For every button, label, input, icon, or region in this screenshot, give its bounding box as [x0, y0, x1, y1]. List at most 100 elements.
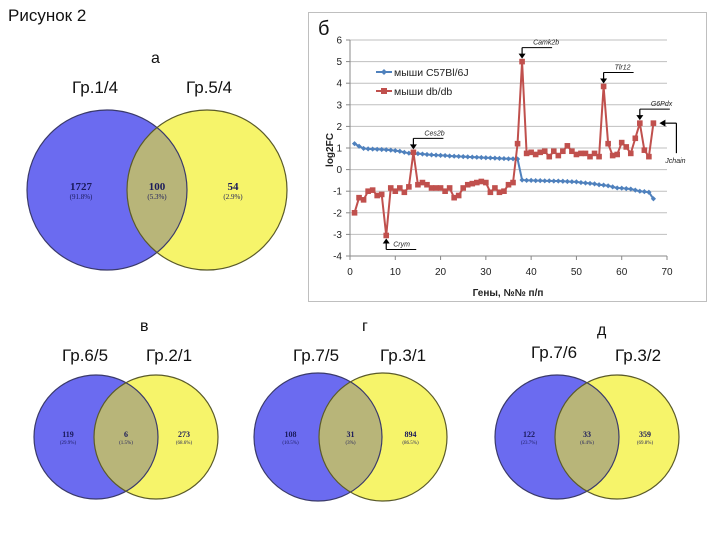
y-tick-label: 3	[336, 100, 342, 111]
venn-outline-left	[26, 109, 188, 271]
data-point-c57bl6j	[628, 186, 634, 192]
legend-marker-diamond	[381, 69, 387, 75]
venn-percent-left-only: (29.9%)	[60, 441, 77, 446]
data-point-dbdb	[591, 150, 598, 157]
venn-diagram-g: 108 (10.5%) 31 (3%) 894 (86.5%)	[253, 372, 448, 502]
y-axis-label: log2FC	[325, 133, 336, 167]
venn-outline-right	[318, 372, 448, 502]
group-label-a-right: Гр.5/4	[186, 78, 233, 97]
data-point-c57bl6j	[646, 189, 652, 195]
data-point-dbdb	[351, 210, 358, 216]
data-point-dbdb	[600, 83, 607, 90]
data-point-dbdb	[365, 188, 371, 194]
data-point-c57bl6j	[351, 141, 358, 147]
data-point-c57bl6j	[573, 179, 580, 185]
data-point-dbdb	[387, 185, 394, 191]
venn-percent-overlap: (1.5%)	[119, 441, 133, 446]
data-point-c57bl6j	[637, 188, 643, 194]
x-tick-label: 0	[347, 267, 353, 278]
legend: мыши C57Bl/6J мыши db/db	[376, 67, 469, 98]
x-tick-label: 60	[616, 267, 628, 278]
data-point-dbdb	[460, 185, 467, 191]
data-point-dbdb	[415, 181, 421, 188]
annotation-tlr12-label: Tlr12	[615, 64, 631, 71]
annotation-camk2b-label: Camk2b	[533, 40, 559, 47]
annotation-crym-arrowhead	[382, 238, 390, 244]
venn-count-left-only: 122	[523, 430, 535, 439]
data-point-c57bl6j	[619, 185, 625, 191]
data-point-dbdb	[614, 151, 620, 158]
data-point-dbdb	[492, 185, 498, 191]
data-point-dbdb	[582, 150, 589, 157]
data-point-dbdb	[560, 148, 566, 155]
y-tick-label: 4	[336, 79, 342, 90]
data-point-c57bl6j	[569, 179, 575, 185]
data-point-dbdb	[478, 178, 485, 185]
venn-percent-right-only: (2.9%)	[223, 193, 243, 201]
data-point-c57bl6j	[610, 184, 616, 190]
y-tick-label: -4	[333, 252, 342, 263]
data-point-c57bl6j	[437, 152, 444, 158]
venn-count-left-only: 108	[285, 430, 297, 439]
data-point-dbdb	[451, 194, 457, 201]
data-point-dbdb	[532, 151, 539, 158]
data-point-dbdb	[469, 180, 476, 187]
data-point-dbdb	[637, 120, 643, 126]
data-point-dbdb	[650, 120, 657, 126]
data-point-c57bl6j	[433, 152, 439, 158]
annotation-crym-label: Crym	[393, 241, 410, 248]
data-point-c57bl6j	[528, 177, 534, 183]
annotation-layer: Ces2b Crym Camk2b Tlr12 G6Pdx Jchain	[382, 40, 686, 250]
venn-count-overlap: 31	[347, 430, 355, 439]
data-point-c57bl6j	[533, 178, 539, 184]
data-point-dbdb	[519, 58, 525, 65]
series-layer	[351, 58, 657, 239]
data-point-c57bl6j	[447, 153, 453, 159]
group-label-v-right: Гр.2/1	[146, 346, 193, 365]
data-point-dbdb	[360, 197, 367, 203]
data-point-dbdb	[392, 188, 399, 194]
data-point-c57bl6j	[578, 179, 584, 186]
data-point-dbdb	[397, 185, 403, 191]
data-point-dbdb	[555, 152, 562, 159]
data-point-dbdb	[564, 143, 571, 149]
data-point-dbdb	[641, 147, 648, 153]
data-point-dbdb	[369, 187, 376, 193]
data-point-dbdb	[356, 194, 362, 201]
data-point-c57bl6j	[650, 196, 657, 202]
venn-count-left-only: 1727	[70, 181, 93, 193]
x-tick-label: 30	[480, 267, 492, 278]
data-point-c57bl6j	[524, 177, 530, 183]
data-point-c57bl6j	[406, 150, 412, 156]
data-point-c57bl6j	[582, 180, 589, 186]
data-point-c57bl6j	[641, 189, 647, 195]
data-point-dbdb	[378, 191, 385, 198]
chart-frame	[308, 12, 707, 302]
panel-letter-v: в	[140, 318, 149, 335]
data-point-dbdb	[419, 179, 426, 186]
data-point-c57bl6j	[469, 154, 475, 160]
venn-percent-overlap: (6.4%)	[580, 441, 594, 446]
data-point-dbdb	[410, 149, 417, 156]
legend-label-blue: мыши C57Bl/6J	[394, 67, 469, 79]
data-point-c57bl6j	[546, 178, 552, 184]
venn-overlap-region	[555, 375, 619, 499]
venn-percent-left-only: (91.8%)	[70, 193, 93, 201]
x-axis-label: Гены, №№ п/п	[473, 288, 544, 299]
annotation-g6pdx-arrowhead	[636, 115, 644, 121]
data-point-c57bl6j	[460, 154, 466, 160]
data-point-dbdb	[433, 185, 439, 191]
data-point-dbdb	[401, 189, 408, 196]
data-point-c57bl6j	[424, 151, 430, 158]
venn-percent-overlap: (5.3%)	[147, 193, 167, 201]
data-point-c57bl6j	[397, 148, 403, 154]
data-point-c57bl6j	[605, 183, 611, 189]
data-point-dbdb	[550, 148, 557, 155]
y-tick-label: -1	[333, 187, 342, 198]
venn-outline-right	[554, 374, 680, 500]
data-point-c57bl6j	[383, 147, 389, 153]
venn-percent-left-only: (23.7%)	[521, 441, 538, 446]
data-point-dbdb	[541, 148, 548, 155]
data-point-c57bl6j	[501, 155, 507, 162]
